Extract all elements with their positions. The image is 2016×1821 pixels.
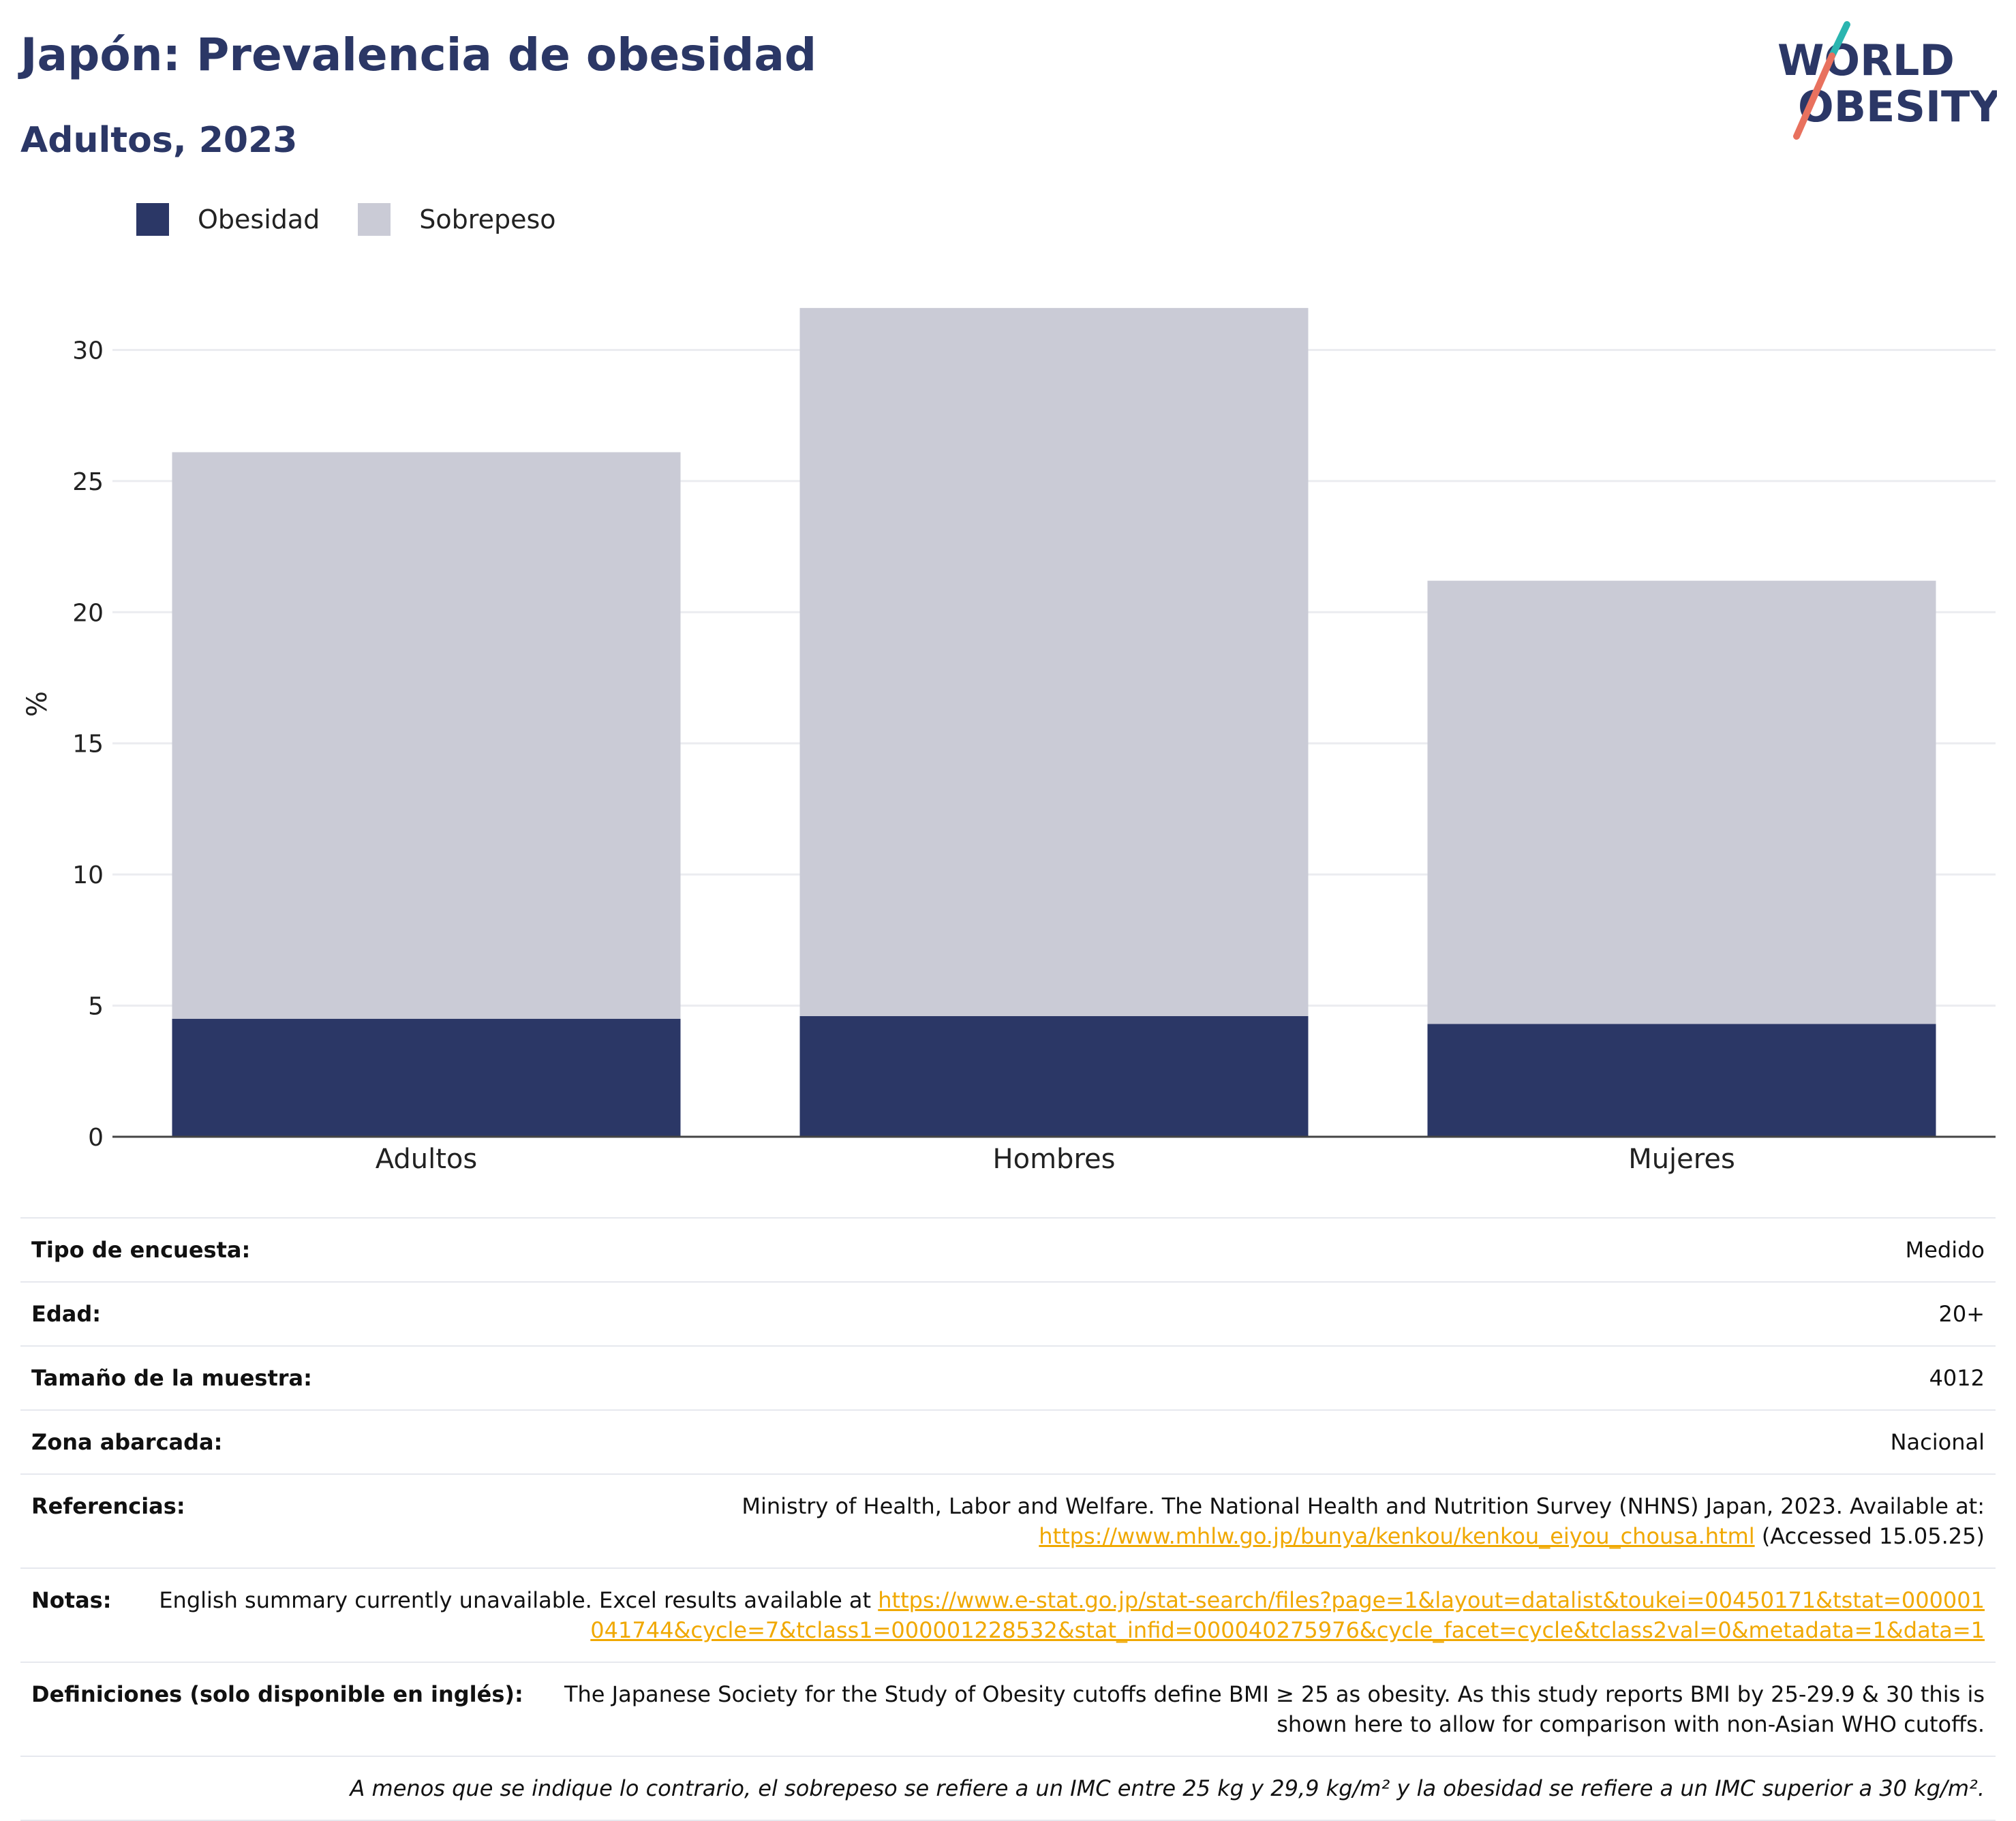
meta-row-age: Edad: 20+ [20, 1283, 1996, 1347]
notes-text: English summary currently unavailable. E… [159, 1587, 872, 1613]
bar-overweight-adultos [172, 452, 681, 1019]
y-tick-label: 5 [88, 993, 104, 1021]
bar-overweight-hombres [799, 307, 1309, 1016]
meta-label: Tipo de encuesta: [31, 1237, 251, 1263]
meta-row-survey-type: Tipo de encuesta: Medido [20, 1219, 1996, 1283]
bar-obesity-adultos [172, 1018, 681, 1137]
legend-swatch-overweight [358, 203, 391, 236]
legend-item-obesity: Obesidad [136, 203, 320, 236]
meta-row-area: Zona abarcada: Nacional [20, 1411, 1996, 1475]
meta-label: Definiciones (solo disponible en inglés)… [31, 1681, 523, 1707]
y-tick-label: 20 [72, 599, 104, 627]
meta-value: The Japanese Society for the Study of Ob… [564, 1681, 1985, 1737]
y-tick-label: 15 [72, 731, 104, 759]
meta-row-notes: Notas: English summary currently unavail… [20, 1569, 1996, 1663]
x-tick-label: Mujeres [1628, 1144, 1735, 1175]
logo-stroke-coral [1793, 52, 1835, 140]
legend-label-overweight: Sobrepeso [419, 204, 556, 234]
y-tick-label: 0 [88, 1124, 104, 1152]
page-subtitle: Adultos, 2023 [20, 120, 298, 161]
bar-obesity-hombres [799, 1015, 1309, 1137]
meta-value: English summary currently unavailable. E… [153, 1585, 1985, 1645]
notes-link[interactable]: https://www.e-stat.go.jp/stat-search/fil… [590, 1587, 1985, 1643]
x-tick-label: Adultos [376, 1144, 478, 1175]
footnote-row: A menos que se indique lo contrario, el … [20, 1757, 1996, 1821]
bar-chart: 0 5 10 15 20 25 30% Adultos Hombres Mujeres [22, 307, 1996, 1175]
meta-label: Zona abarcada: [31, 1429, 223, 1455]
references-link[interactable]: https://www.mhlw.go.jp/bunya/kenkou/kenk… [1039, 1523, 1755, 1549]
meta-value: 4012 [1929, 1365, 1985, 1391]
meta-label: Referencias: [31, 1493, 185, 1519]
meta-label: Edad: [31, 1301, 102, 1327]
meta-value: Ministry of Health, Labor and Welfare. T… [742, 1491, 1985, 1551]
meta-value: 20+ [1938, 1301, 1985, 1327]
meta-row-references: Referencias: Ministry of Health, Labor a… [20, 1475, 1996, 1569]
logo-line1: WORLD [1777, 35, 1955, 85]
footnote: A menos que se indique lo contrario, el … [350, 1775, 1985, 1801]
metadata-table: Tipo de encuesta: Medido Edad: 20+ Tamañ… [20, 1217, 1996, 1821]
meta-row-sample-size: Tamaño de la muestra: 4012 [20, 1347, 1996, 1411]
world-obesity-logo-graphic: WORLD OBESITY [1777, 21, 1997, 140]
logo-line2: OBESITY [1798, 82, 1997, 132]
references-text: Ministry of Health, Labor and Welfare. T… [742, 1493, 1985, 1519]
y-tick-label: 10 [72, 861, 104, 889]
world-obesity-logo: WORLD OBESITY [1772, 20, 1997, 143]
legend-swatch-obesity [136, 203, 169, 236]
meta-value: Medido [1905, 1237, 1985, 1263]
meta-value: Nacional [1890, 1429, 1985, 1455]
logo-stroke-teal [1829, 21, 1850, 59]
legend: Obesidad Sobrepeso [136, 203, 594, 236]
meta-row-definitions: Definiciones (solo disponible en inglés)… [20, 1663, 1996, 1757]
legend-label-obesity: Obesidad [198, 204, 320, 234]
references-accessed: (Accessed 15.05.25) [1761, 1523, 1985, 1549]
legend-item-overweight: Sobrepeso [358, 203, 556, 236]
y-tick-label: 25 [72, 468, 104, 496]
y-tick-label: 30 [72, 337, 104, 365]
meta-label: Notas: [31, 1587, 112, 1613]
page-title: Japón: Prevalencia de obesidad [20, 29, 817, 81]
meta-label: Tamaño de la muestra: [31, 1365, 312, 1391]
bar-obesity-mujeres [1427, 1024, 1936, 1137]
bar-overweight-mujeres [1427, 581, 1936, 1024]
y-axis-label: % [22, 691, 53, 717]
x-tick-label: Hombres [993, 1144, 1116, 1175]
